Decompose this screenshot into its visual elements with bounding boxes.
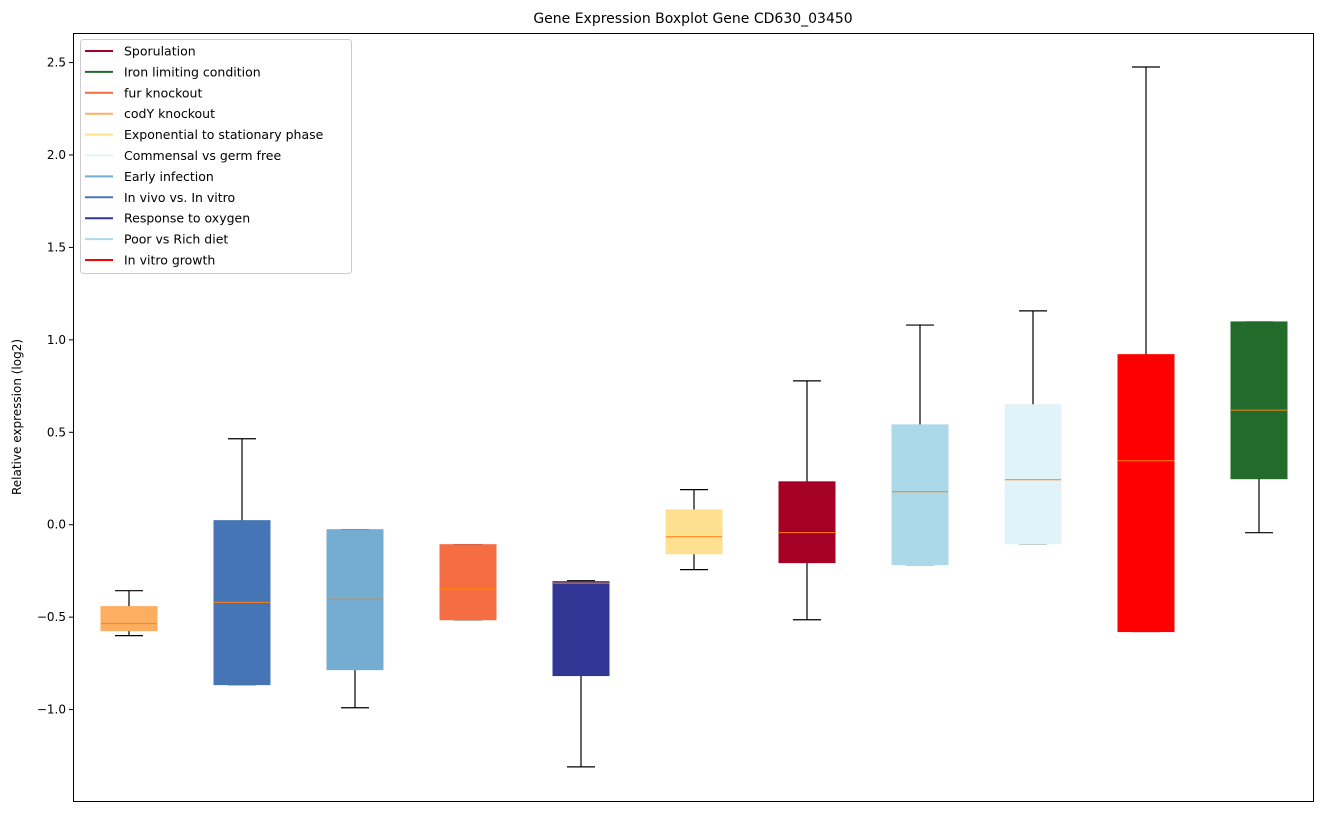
box-cody-knockout <box>100 590 158 637</box>
box-exponential-to-stationary-phase <box>665 488 723 571</box>
legend-item: Response to oxygen <box>85 211 250 226</box>
legend-label: Iron limiting condition <box>124 64 261 79</box>
box-poor-vs-rich-diet <box>891 324 949 566</box>
legend-frame <box>80 39 352 274</box>
legend: Sporulation Iron limiting condition fur kn… <box>80 39 352 274</box>
box-sporulation <box>778 380 836 621</box>
box-body <box>100 606 158 632</box>
legend-label: In vitro growth <box>124 253 215 268</box>
plot-frame <box>73 33 1314 802</box>
y-tick-label: 0.0 <box>47 518 66 532</box>
legend-item: codY knockout <box>85 106 215 121</box>
y-tick-label: 2.5 <box>47 56 66 70</box>
legend-item: Early infection <box>85 169 214 184</box>
box-commensal-vs-germ-free <box>1004 310 1062 545</box>
legend-label: Commensal vs germ free <box>124 148 281 163</box>
legend-item: In vitro growth <box>85 253 215 268</box>
legend-item: Iron limiting condition <box>85 64 261 79</box>
y-tick-label: −0.5 <box>37 610 66 624</box>
chart-title: Gene Expression Boxplot Gene CD630_03450 <box>533 11 852 27</box>
box-response-to-oxygen <box>552 580 610 768</box>
box-fur-knockout <box>439 544 497 621</box>
legend-label: Poor vs Rich diet <box>124 232 228 247</box>
legend-item: Commensal vs germ free <box>85 148 281 163</box>
legend-item: Sporulation <box>85 44 196 59</box>
box-body <box>1004 404 1062 545</box>
legend-label: Early infection <box>124 169 214 184</box>
legend-label: Exponential to stationary phase <box>124 127 324 142</box>
legend-item: Poor vs Rich diet <box>85 232 228 247</box>
box-iron-limiting-condition <box>1230 321 1288 534</box>
legend-item: In vivo vs. In vitro <box>85 190 235 205</box>
boxes-layer <box>100 66 1288 768</box>
legend-label: In vivo vs. In vitro <box>124 190 235 205</box>
box-body <box>439 544 497 621</box>
box-body <box>552 581 610 677</box>
y-tick-label: 0.5 <box>47 425 66 439</box>
legend-label: fur knockout <box>124 85 202 100</box>
y-tick-label: 1.0 <box>47 333 66 347</box>
box-body <box>1230 321 1288 480</box>
box-early-infection <box>326 529 384 709</box>
box-body <box>891 424 949 566</box>
legend-label: Sporulation <box>124 44 196 59</box>
box-in-vivo-vs-in-vitro <box>213 438 271 686</box>
box-body <box>778 481 836 564</box>
legend-label: codY knockout <box>124 106 215 121</box>
box-body <box>1117 354 1175 633</box>
y-axis: −1.0 −0.5 0.0 0.5 1.0 1.5 2.0 2.5 <box>37 56 73 717</box>
legend-label: Response to oxygen <box>124 211 250 226</box>
y-axis-label: Relative expression (log2) <box>10 339 24 495</box>
y-tick-label: −1.0 <box>37 703 66 717</box>
y-tick-label: 2.0 <box>47 148 66 162</box>
legend-item: fur knockout <box>85 85 202 100</box>
y-tick-label: 1.5 <box>47 240 66 254</box>
box-body <box>665 509 723 555</box>
legend-item: Exponential to stationary phase <box>85 127 324 142</box>
box-in-vitro-growth <box>1117 66 1175 633</box>
